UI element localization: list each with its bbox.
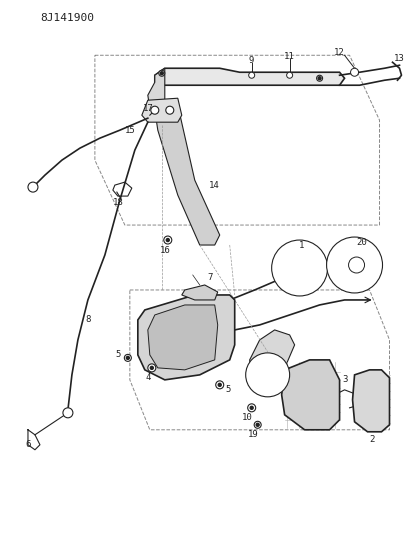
Circle shape [63, 408, 73, 418]
Circle shape [160, 72, 163, 75]
Polygon shape [148, 68, 165, 110]
Circle shape [326, 237, 382, 293]
Text: 16: 16 [160, 246, 170, 255]
Text: 8: 8 [85, 316, 91, 325]
Circle shape [317, 75, 323, 81]
Circle shape [124, 354, 131, 361]
Circle shape [287, 72, 293, 78]
Text: 1: 1 [299, 240, 304, 249]
Polygon shape [142, 98, 182, 122]
Circle shape [159, 70, 165, 76]
Text: 19: 19 [248, 430, 259, 439]
Circle shape [254, 421, 261, 429]
Polygon shape [138, 295, 235, 380]
Circle shape [256, 423, 259, 426]
Circle shape [148, 364, 156, 372]
Text: 12: 12 [334, 48, 345, 57]
Text: 10: 10 [242, 413, 253, 422]
Text: 13: 13 [394, 54, 405, 63]
Circle shape [248, 404, 256, 412]
Text: 5: 5 [115, 350, 121, 359]
Polygon shape [353, 370, 390, 432]
Circle shape [151, 106, 159, 114]
Polygon shape [250, 330, 294, 390]
Text: 7: 7 [207, 273, 212, 282]
Text: 3: 3 [342, 375, 347, 384]
Circle shape [150, 366, 153, 369]
Circle shape [126, 357, 129, 359]
Polygon shape [182, 285, 218, 300]
Circle shape [318, 77, 321, 80]
Text: 14: 14 [209, 181, 220, 190]
Text: 11: 11 [284, 52, 295, 61]
Circle shape [28, 182, 38, 192]
Circle shape [349, 257, 364, 273]
Text: 2: 2 [369, 435, 374, 445]
Polygon shape [155, 68, 345, 85]
Text: 5: 5 [225, 385, 230, 394]
Circle shape [166, 106, 174, 114]
Polygon shape [281, 360, 339, 430]
Text: 8J141900: 8J141900 [40, 13, 94, 23]
Polygon shape [148, 305, 218, 370]
Text: 4: 4 [145, 373, 151, 382]
Circle shape [218, 383, 221, 386]
Circle shape [166, 239, 169, 241]
Text: 18: 18 [113, 198, 123, 207]
Circle shape [351, 68, 358, 76]
Circle shape [272, 240, 328, 296]
Text: 20: 20 [356, 238, 367, 247]
Circle shape [164, 236, 172, 244]
Text: 15: 15 [124, 126, 135, 135]
Circle shape [216, 381, 224, 389]
Circle shape [249, 72, 255, 78]
Text: 17: 17 [143, 104, 153, 112]
Text: 9: 9 [249, 56, 254, 65]
Circle shape [246, 353, 290, 397]
Polygon shape [113, 182, 132, 196]
Text: 6: 6 [25, 440, 31, 449]
Circle shape [250, 406, 253, 409]
Polygon shape [155, 105, 220, 245]
